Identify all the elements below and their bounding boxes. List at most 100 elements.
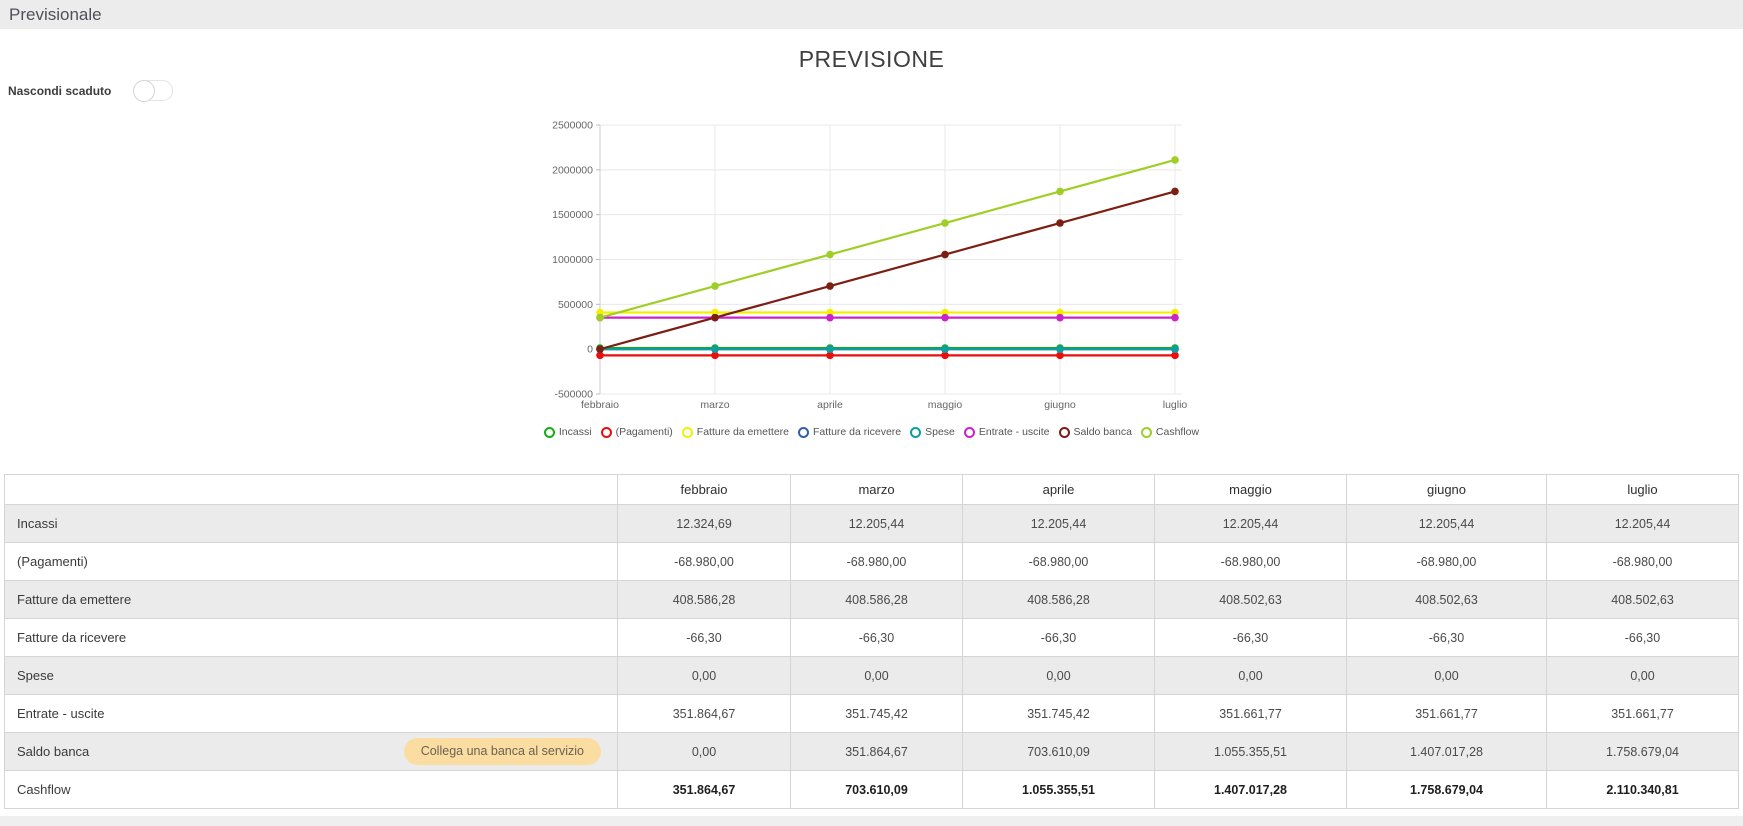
table-row: Entrate - uscite 351.864,67 351.745,42 351.… (4, 694, 1739, 733)
data-point[interactable] (711, 351, 719, 360)
data-point[interactable] (1056, 351, 1064, 360)
legend-swatch-icon (681, 426, 693, 438)
table-cell-value: 12.205,44 (1346, 504, 1547, 543)
legend-item[interactable]: Entrate - uscite (963, 426, 1050, 438)
table-cell-value: 0,00 (617, 732, 791, 771)
legend-label: Saldo banca (1073, 426, 1132, 438)
series-line (599, 190, 1176, 351)
data-point[interactable] (1171, 313, 1179, 322)
data-point[interactable] (941, 219, 949, 227)
data-point[interactable] (826, 351, 834, 360)
data-point[interactable] (711, 282, 719, 290)
legend-item[interactable]: Fatture da ricevere (798, 426, 901, 438)
table-cell-value: 408.586,28 (617, 580, 791, 619)
data-point[interactable] (826, 345, 834, 353)
legend-item[interactable]: Spese (910, 426, 955, 438)
legend-item[interactable]: Saldo banca (1058, 426, 1132, 438)
table-cell-value: 12.205,44 (790, 504, 963, 543)
legend-item[interactable]: Fatture da emettere (681, 426, 789, 438)
row-label: Saldo banca Collega una banca al servizio (4, 732, 618, 771)
data-point[interactable] (711, 313, 719, 322)
data-point[interactable] (1171, 187, 1179, 196)
data-point[interactable] (941, 351, 949, 360)
table-row: Spese 0,00 0,00 0,00 0,00 0,00 0,00 (4, 656, 1739, 695)
table-cell-value: -68.980,00 (1346, 542, 1547, 581)
chart-title: PREVISIONE (798, 46, 945, 72)
table-column-header: febbraio (617, 474, 791, 505)
legend-label: Fatture da ricevere (813, 426, 902, 438)
table-cell-value: 351.661,77 (1546, 694, 1739, 733)
table-cell-value: 0,00 (962, 656, 1155, 695)
hide-expired-toggle[interactable] (133, 79, 174, 102)
table-cell-value: 0,00 (1346, 656, 1547, 695)
legend-swatch-icon (1058, 426, 1070, 438)
data-point[interactable] (941, 250, 949, 259)
table-cell-value: 0,00 (617, 656, 791, 695)
x-tick-label: marzo (700, 399, 729, 411)
data-point[interactable] (826, 282, 834, 290)
table-cell-value: 12.205,44 (1546, 504, 1739, 543)
table-cell-value: 351.661,77 (1346, 694, 1547, 733)
data-point[interactable] (596, 351, 604, 360)
table-cell-value: 408.502,63 (1154, 580, 1347, 619)
table-cell-value: 0,00 (1154, 656, 1347, 695)
legend-item[interactable]: (Pagamenti) (600, 426, 673, 438)
data-point[interactable] (1056, 313, 1064, 322)
legend-swatch-icon (543, 426, 555, 438)
data-point[interactable] (1056, 187, 1064, 196)
y-tick-label: 1500000 (552, 209, 593, 221)
forecast-table: febbraio marzo aprile maggio giugno luglio In… (4, 474, 1739, 809)
table-row: Cashflow 351.864,67 703.610,09 1.055.355,51… (4, 770, 1739, 809)
hide-expired-control: Nascondi scaduto (8, 79, 174, 102)
legend-swatch-icon (1140, 426, 1152, 438)
legend-label: Entrate - uscite (978, 426, 1050, 438)
table-cell-value: 408.586,28 (790, 580, 963, 619)
table-cell-value: 0,00 (790, 656, 963, 695)
table-column-header: giugno (1346, 474, 1547, 505)
table-cell-value: 12.205,44 (962, 504, 1155, 543)
table-row: Fatture da emettere 408.586,28 408.586,28 4… (4, 580, 1739, 619)
data-point[interactable] (1056, 219, 1064, 227)
table-cell-value: 12.324,69 (617, 504, 791, 543)
legend-item[interactable]: Incassi (543, 426, 592, 438)
legend-item[interactable]: Cashflow (1140, 426, 1200, 438)
table-body: Incassi 12.324,69 12.205,44 12.205,44 12.205… (4, 504, 1739, 809)
data-point[interactable] (1171, 156, 1179, 164)
data-point[interactable] (941, 345, 949, 353)
data-point[interactable] (1171, 345, 1179, 353)
table-cell-value: 408.502,63 (1346, 580, 1547, 619)
table-cell-value: -68.980,00 (1154, 542, 1347, 581)
table-cell-value: -68.980,00 (962, 542, 1155, 581)
data-point[interactable] (826, 250, 834, 259)
data-point[interactable] (596, 345, 604, 353)
data-point[interactable] (1171, 351, 1179, 360)
data-point[interactable] (596, 313, 604, 322)
table-cell-value: 1.407.017,28 (1154, 770, 1347, 809)
legend-swatch-icon (963, 426, 975, 438)
y-tick-label: 500000 (558, 299, 593, 311)
table-cell-value: 351.745,42 (962, 694, 1155, 733)
table-cell-value: -66,30 (962, 618, 1155, 657)
table-row: Fatture da ricevere -66,30 -66,30 -66,30 -66… (4, 618, 1739, 657)
data-point[interactable] (941, 313, 949, 322)
table-cell-value: -66,30 (790, 618, 963, 657)
table-row: Saldo banca Collega una banca al servizio… (4, 732, 1739, 771)
table-cell-value: -66,30 (1546, 618, 1739, 657)
data-point[interactable] (711, 345, 719, 353)
table-cell-value: 1.407.017,28 (1346, 732, 1547, 771)
table-header-row: febbraio marzo aprile maggio giugno luglio (4, 474, 1739, 505)
hide-expired-label: Nascondi scaduto (8, 83, 112, 98)
chart-legend: Incassi (Pagamenti) Fatture da emettere Fat… (0, 426, 1743, 438)
link-bank-button[interactable]: Collega una banca al servizio (403, 738, 601, 765)
row-label: Fatture da emettere (4, 580, 618, 619)
table-cell-value: 1.758.679,04 (1346, 770, 1547, 809)
table-cell-value: 408.586,28 (962, 580, 1155, 619)
table-cell-value: -66,30 (1346, 618, 1547, 657)
table-column-header: luglio (1546, 474, 1739, 505)
page-header-bar: Previsionale (0, 0, 1743, 29)
table-cell-value: -68.980,00 (617, 542, 791, 581)
data-point[interactable] (1056, 345, 1064, 353)
data-point[interactable] (826, 313, 834, 322)
x-tick-label: febbraio (581, 399, 619, 411)
legend-label: Cashflow (1155, 426, 1200, 438)
